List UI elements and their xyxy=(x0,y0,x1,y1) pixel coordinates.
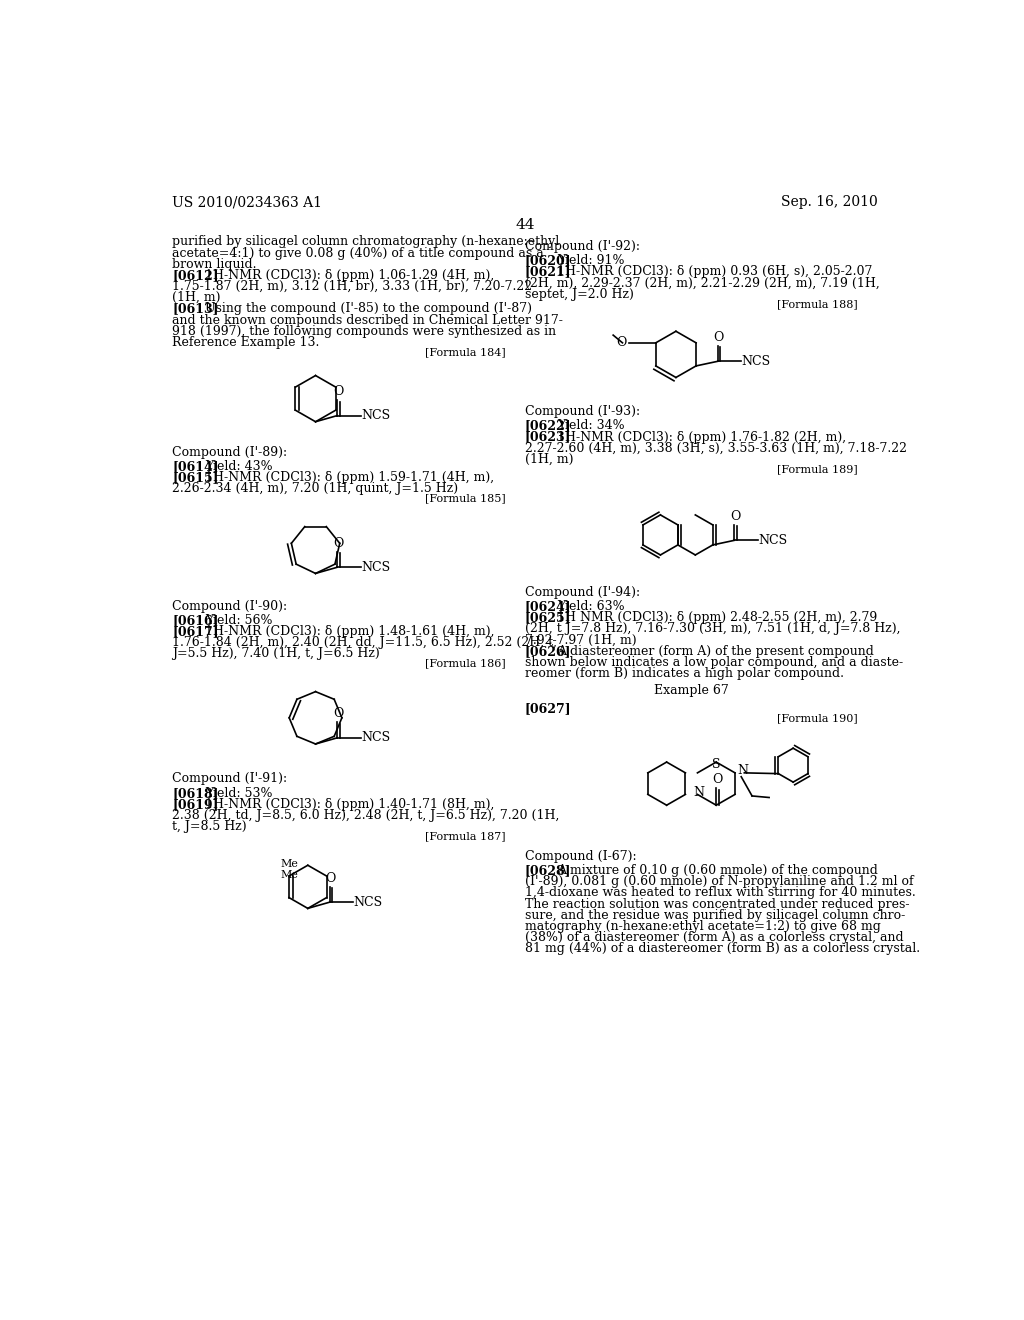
Text: sure, and the residue was purified by silicagel column chro-: sure, and the residue was purified by si… xyxy=(524,908,905,921)
Text: Me: Me xyxy=(281,859,299,869)
Text: [Formula 189]: [Formula 189] xyxy=(777,465,858,474)
Text: O: O xyxy=(616,337,627,350)
Text: [0620]: [0620] xyxy=(524,255,571,267)
Text: O: O xyxy=(325,871,336,884)
Text: [0623]: [0623] xyxy=(524,430,571,444)
Text: N: N xyxy=(693,787,705,800)
Text: Compound (I'-90):: Compound (I'-90): xyxy=(172,599,288,612)
Text: Compound (I'-89):: Compound (I'-89): xyxy=(172,446,288,458)
Text: [0628]: [0628] xyxy=(524,865,571,876)
Text: [0619]: [0619] xyxy=(172,797,219,810)
Text: A mixture of 0.10 g (0.60 mmole) of the compound: A mixture of 0.10 g (0.60 mmole) of the … xyxy=(557,865,879,876)
Text: NCS: NCS xyxy=(353,896,383,908)
Text: [0625]: [0625] xyxy=(524,611,571,624)
Text: 1H-NMR (CDCl3): δ (ppm) 1.40-1.71 (8H, m),: 1H-NMR (CDCl3): δ (ppm) 1.40-1.71 (8H, m… xyxy=(205,797,495,810)
Text: (1H, m): (1H, m) xyxy=(524,453,573,466)
Text: O: O xyxy=(333,536,343,549)
Text: Yield: 63%: Yield: 63% xyxy=(557,601,625,612)
Text: 1H-NMR (CDCl3): δ (ppm) 1.76-1.82 (2H, m),: 1H-NMR (CDCl3): δ (ppm) 1.76-1.82 (2H, m… xyxy=(557,430,847,444)
Text: Compound (I-67):: Compound (I-67): xyxy=(524,850,637,863)
Text: [0621]: [0621] xyxy=(524,265,571,279)
Text: 7.92-7.97 (1H, m): 7.92-7.97 (1H, m) xyxy=(524,634,637,647)
Text: [0613]: [0613] xyxy=(172,302,219,315)
Text: (2H, m), 2.29-2.37 (2H, m), 2.21-2.29 (2H, m), 7.19 (1H,: (2H, m), 2.29-2.37 (2H, m), 2.21-2.29 (2… xyxy=(524,277,880,289)
Text: [Formula 185]: [Formula 185] xyxy=(425,494,506,503)
Text: NCS: NCS xyxy=(759,533,787,546)
Text: 81 mg (44%) of a diastereomer (form B) as a colorless crystal.: 81 mg (44%) of a diastereomer (form B) a… xyxy=(524,942,920,956)
Text: [Formula 186]: [Formula 186] xyxy=(425,659,506,668)
Text: Me: Me xyxy=(281,870,299,879)
Text: Yield: 91%: Yield: 91% xyxy=(557,255,625,267)
Text: The reaction solution was concentrated under reduced pres-: The reaction solution was concentrated u… xyxy=(524,898,909,911)
Text: 2.27-2.60 (4H, m), 3.38 (3H, s), 3.55-3.63 (1H, m), 7.18-7.22: 2.27-2.60 (4H, m), 3.38 (3H, s), 3.55-3.… xyxy=(524,442,907,455)
Text: (38%) of a diastereomer (form A) as a colorless crystal, and: (38%) of a diastereomer (form A) as a co… xyxy=(524,931,903,944)
Text: t, J=8.5 Hz): t, J=8.5 Hz) xyxy=(172,820,247,833)
Text: [Formula 187]: [Formula 187] xyxy=(425,832,506,841)
Text: [0617]: [0617] xyxy=(172,626,219,638)
Text: Compound (I'-93):: Compound (I'-93): xyxy=(524,405,640,418)
Text: Using the compound (I'-85) to the compound (I'-87): Using the compound (I'-85) to the compou… xyxy=(205,302,531,315)
Text: Compound (I'-94):: Compound (I'-94): xyxy=(524,586,640,599)
Text: [0627]: [0627] xyxy=(524,702,571,714)
Text: purified by silicagel column chromatography (n-hexane:ethyl: purified by silicagel column chromatogra… xyxy=(172,235,559,248)
Text: [0618]: [0618] xyxy=(172,787,219,800)
Text: NCS: NCS xyxy=(741,355,771,368)
Text: 1.75-1.87 (2H, m), 3.12 (1H, br), 3.33 (1H, br), 7.20-7.22: 1.75-1.87 (2H, m), 3.12 (1H, br), 3.33 (… xyxy=(172,280,532,293)
Text: and the known compounds described in Chemical Letter 917-: and the known compounds described in Che… xyxy=(172,314,563,326)
Text: brown liquid.: brown liquid. xyxy=(172,257,257,271)
Text: 1,4-dioxane was heated to reflux with stirring for 40 minutes.: 1,4-dioxane was heated to reflux with st… xyxy=(524,887,915,899)
Text: Reference Example 13.: Reference Example 13. xyxy=(172,335,319,348)
Text: S: S xyxy=(712,758,721,771)
Text: O: O xyxy=(712,774,722,785)
Text: Compound (I'-92):: Compound (I'-92): xyxy=(524,240,640,253)
Text: [Formula 190]: [Formula 190] xyxy=(777,713,858,723)
Text: US 2010/0234363 A1: US 2010/0234363 A1 xyxy=(172,195,323,210)
Text: 1H-NMR (CDCl3): δ (ppm) 1.48-1.61 (4H, m),: 1H-NMR (CDCl3): δ (ppm) 1.48-1.61 (4H, m… xyxy=(205,626,495,638)
Text: J=5.5 Hz), 7.40 (1H, t, J=6.5 Hz): J=5.5 Hz), 7.40 (1H, t, J=6.5 Hz) xyxy=(172,647,380,660)
Text: [0612]: [0612] xyxy=(172,269,219,282)
Text: [0626]: [0626] xyxy=(524,644,571,657)
Text: 1.76-1.84 (2H, m), 2.40 (2H, dd, J=11.5, 6.5 Hz), 2.52 (2H, t,: 1.76-1.84 (2H, m), 2.40 (2H, dd, J=11.5,… xyxy=(172,636,557,649)
Text: Compound (I'-91):: Compound (I'-91): xyxy=(172,772,288,785)
Text: 918 (1997), the following compounds were synthesized as in: 918 (1997), the following compounds were… xyxy=(172,325,556,338)
Text: A diastereomer (form A) of the present compound: A diastereomer (form A) of the present c… xyxy=(557,644,874,657)
Text: [0615]: [0615] xyxy=(172,471,219,484)
Text: reomer (form B) indicates a high polar compound.: reomer (form B) indicates a high polar c… xyxy=(524,667,844,680)
Text: 2.26-2.34 (4H, m), 7.20 (1H, quint, J=1.5 Hz): 2.26-2.34 (4H, m), 7.20 (1H, quint, J=1.… xyxy=(172,482,459,495)
Text: Yield: 43%: Yield: 43% xyxy=(205,459,272,473)
Text: Yield: 56%: Yield: 56% xyxy=(205,614,272,627)
Text: [0614]: [0614] xyxy=(172,459,219,473)
Text: shown below indicates a low polar compound, and a diaste-: shown below indicates a low polar compou… xyxy=(524,656,903,669)
Text: NCS: NCS xyxy=(361,409,390,422)
Text: 1H NMR (CDCl3): δ (ppm) 2.48-2.55 (2H, m), 2.79: 1H NMR (CDCl3): δ (ppm) 2.48-2.55 (2H, m… xyxy=(557,611,878,624)
Text: O: O xyxy=(714,330,724,343)
Text: matography (n-hexane:ethyl acetate=1:2) to give 68 mg: matography (n-hexane:ethyl acetate=1:2) … xyxy=(524,920,881,933)
Text: NCS: NCS xyxy=(361,561,390,574)
Text: 1H-NMR (CDCl3): δ (ppm) 1.59-1.71 (4H, m),: 1H-NMR (CDCl3): δ (ppm) 1.59-1.71 (4H, m… xyxy=(205,471,494,484)
Text: (I'-89), 0.081 g (0.60 mmole) of N-propylaniline and 1.2 ml of: (I'-89), 0.081 g (0.60 mmole) of N-propy… xyxy=(524,875,913,888)
Text: [0624]: [0624] xyxy=(524,601,571,612)
Text: (2H, t J=7.8 Hz), 7.16-7.30 (3H, m), 7.51 (1H, d, J=7.8 Hz),: (2H, t J=7.8 Hz), 7.16-7.30 (3H, m), 7.5… xyxy=(524,622,900,635)
Text: 1H-NMR (CDCl3): δ (ppm) 1.06-1.29 (4H, m),: 1H-NMR (CDCl3): δ (ppm) 1.06-1.29 (4H, m… xyxy=(205,269,494,282)
Text: acetate=4:1) to give 0.08 g (40%) of a title compound as a: acetate=4:1) to give 0.08 g (40%) of a t… xyxy=(172,247,544,260)
Text: 44: 44 xyxy=(515,218,535,232)
Text: [0616]: [0616] xyxy=(172,614,219,627)
Text: Sep. 16, 2010: Sep. 16, 2010 xyxy=(780,195,878,210)
Text: NCS: NCS xyxy=(361,731,390,744)
Text: Yield: 53%: Yield: 53% xyxy=(205,787,272,800)
Text: O: O xyxy=(730,510,740,523)
Text: [0622]: [0622] xyxy=(524,420,571,433)
Text: [Formula 184]: [Formula 184] xyxy=(425,347,506,356)
Text: 1H-NMR (CDCl3): δ (ppm) 0.93 (6H, s), 2.05-2.07: 1H-NMR (CDCl3): δ (ppm) 0.93 (6H, s), 2.… xyxy=(557,265,872,279)
Text: O: O xyxy=(333,385,343,397)
Text: Yield: 34%: Yield: 34% xyxy=(557,420,625,433)
Text: [Formula 188]: [Formula 188] xyxy=(777,298,858,309)
Text: (1H, m): (1H, m) xyxy=(172,292,221,304)
Text: septet, J=2.0 Hz): septet, J=2.0 Hz) xyxy=(524,288,634,301)
Text: 2.38 (2H, td, J=8.5, 6.0 Hz), 2.48 (2H, t, J=6.5 Hz), 7.20 (1H,: 2.38 (2H, td, J=8.5, 6.0 Hz), 2.48 (2H, … xyxy=(172,809,559,822)
Text: Example 67: Example 67 xyxy=(654,684,729,697)
Text: N: N xyxy=(737,764,749,777)
Text: O: O xyxy=(333,708,343,721)
